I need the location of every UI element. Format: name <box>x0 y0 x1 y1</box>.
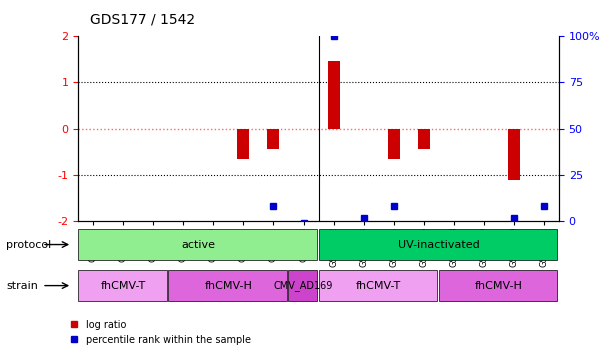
Text: GDS177 / 1542: GDS177 / 1542 <box>90 12 195 26</box>
Text: fhCMV-H: fhCMV-H <box>475 281 523 291</box>
FancyBboxPatch shape <box>319 229 558 260</box>
Bar <box>418 129 430 149</box>
Legend: log ratio, percentile rank within the sample: log ratio, percentile rank within the sa… <box>65 316 255 348</box>
Text: CMV_AD169: CMV_AD169 <box>274 280 333 291</box>
FancyBboxPatch shape <box>78 270 167 301</box>
FancyBboxPatch shape <box>319 270 438 301</box>
FancyBboxPatch shape <box>288 270 317 301</box>
Bar <box>508 129 520 180</box>
Text: fhCMV-T: fhCMV-T <box>100 281 146 291</box>
FancyBboxPatch shape <box>168 270 287 301</box>
Text: protocol: protocol <box>6 240 51 250</box>
Bar <box>267 129 279 149</box>
Bar <box>237 129 249 159</box>
Bar <box>328 61 340 129</box>
Text: fhCMV-H: fhCMV-H <box>204 281 252 291</box>
Text: active: active <box>182 240 215 250</box>
FancyBboxPatch shape <box>78 229 317 260</box>
Text: UV-inactivated: UV-inactivated <box>398 240 480 250</box>
Bar <box>388 129 400 159</box>
FancyBboxPatch shape <box>439 270 558 301</box>
Text: fhCMV-T: fhCMV-T <box>356 281 401 291</box>
Text: strain: strain <box>6 281 38 291</box>
